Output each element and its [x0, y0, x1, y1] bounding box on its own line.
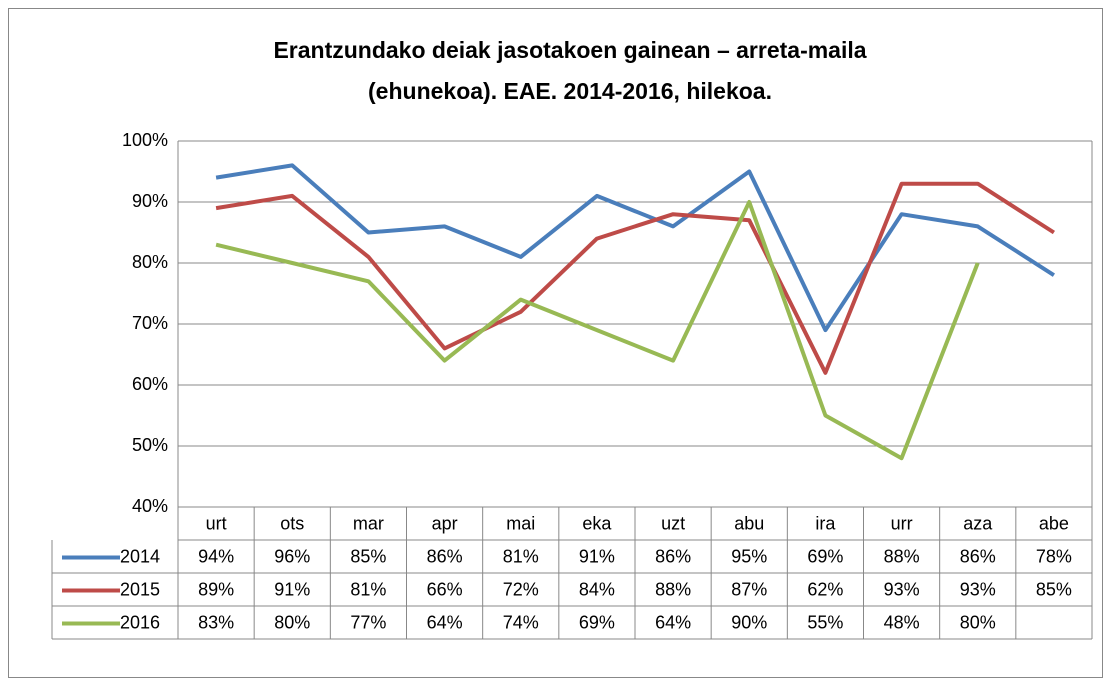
legend-label: 2014 — [120, 546, 160, 566]
x-tick-label: ira — [815, 513, 836, 533]
data-label: 86% — [655, 546, 691, 566]
data-label: 64% — [655, 612, 691, 632]
data-label: 93% — [960, 579, 996, 599]
x-tick-label: mar — [353, 513, 384, 533]
y-tick-label: 100% — [122, 130, 168, 150]
data-label: 85% — [350, 546, 386, 566]
x-tick-label: urr — [891, 513, 913, 533]
data-label: 81% — [350, 579, 386, 599]
y-tick-label: 90% — [132, 191, 168, 211]
x-tick-label: abu — [734, 513, 764, 533]
data-label: 62% — [807, 579, 843, 599]
data-label: 69% — [579, 612, 615, 632]
data-label: 77% — [350, 612, 386, 632]
data-label: 87% — [731, 579, 767, 599]
x-tick-label: ots — [280, 513, 304, 533]
series-line — [215, 200, 980, 461]
data-label: 95% — [731, 546, 767, 566]
legend-label: 2015 — [120, 579, 160, 599]
x-tick-label: apr — [432, 513, 458, 533]
data-label: 69% — [807, 546, 843, 566]
data-label: 74% — [503, 612, 539, 632]
data-label: 48% — [884, 612, 920, 632]
data-label: 55% — [807, 612, 843, 632]
data-label: 72% — [503, 579, 539, 599]
legend-label: 2016 — [120, 612, 160, 632]
x-tick-label: urt — [206, 513, 227, 533]
data-label: 84% — [579, 579, 615, 599]
data-label: 86% — [960, 546, 996, 566]
data-label: 80% — [960, 612, 996, 632]
data-label: 85% — [1036, 579, 1072, 599]
data-label: 83% — [198, 612, 234, 632]
data-label: 86% — [427, 546, 463, 566]
series-line — [215, 181, 1055, 375]
data-label: 88% — [884, 546, 920, 566]
x-tick-label: eka — [582, 513, 612, 533]
data-label: 64% — [427, 612, 463, 632]
y-tick-label: 80% — [132, 252, 168, 272]
data-label: 66% — [427, 579, 463, 599]
x-tick-label: aza — [963, 513, 993, 533]
data-label: 90% — [731, 612, 767, 632]
data-label: 81% — [503, 546, 539, 566]
y-tick-label: 50% — [132, 435, 168, 455]
data-label: 91% — [274, 579, 310, 599]
data-label: 94% — [198, 546, 234, 566]
x-tick-label: abe — [1039, 513, 1069, 533]
y-tick-label: 60% — [132, 374, 168, 394]
chart-title: (ehunekoa). EAE. 2014-2016, hilekoa. — [368, 78, 772, 104]
data-label: 89% — [198, 579, 234, 599]
series-line — [215, 163, 1055, 333]
data-label: 91% — [579, 546, 615, 566]
data-label: 93% — [884, 579, 920, 599]
x-tick-label: uzt — [661, 513, 685, 533]
data-label: 88% — [655, 579, 691, 599]
chart-title: Erantzundako deiak jasotakoen gainean – … — [273, 37, 866, 63]
data-label: 96% — [274, 546, 310, 566]
y-tick-label: 40% — [132, 496, 168, 516]
y-tick-label: 70% — [132, 313, 168, 333]
x-tick-label: mai — [506, 513, 535, 533]
data-label: 80% — [274, 612, 310, 632]
data-label: 78% — [1036, 546, 1072, 566]
chart-border — [8, 8, 1103, 678]
